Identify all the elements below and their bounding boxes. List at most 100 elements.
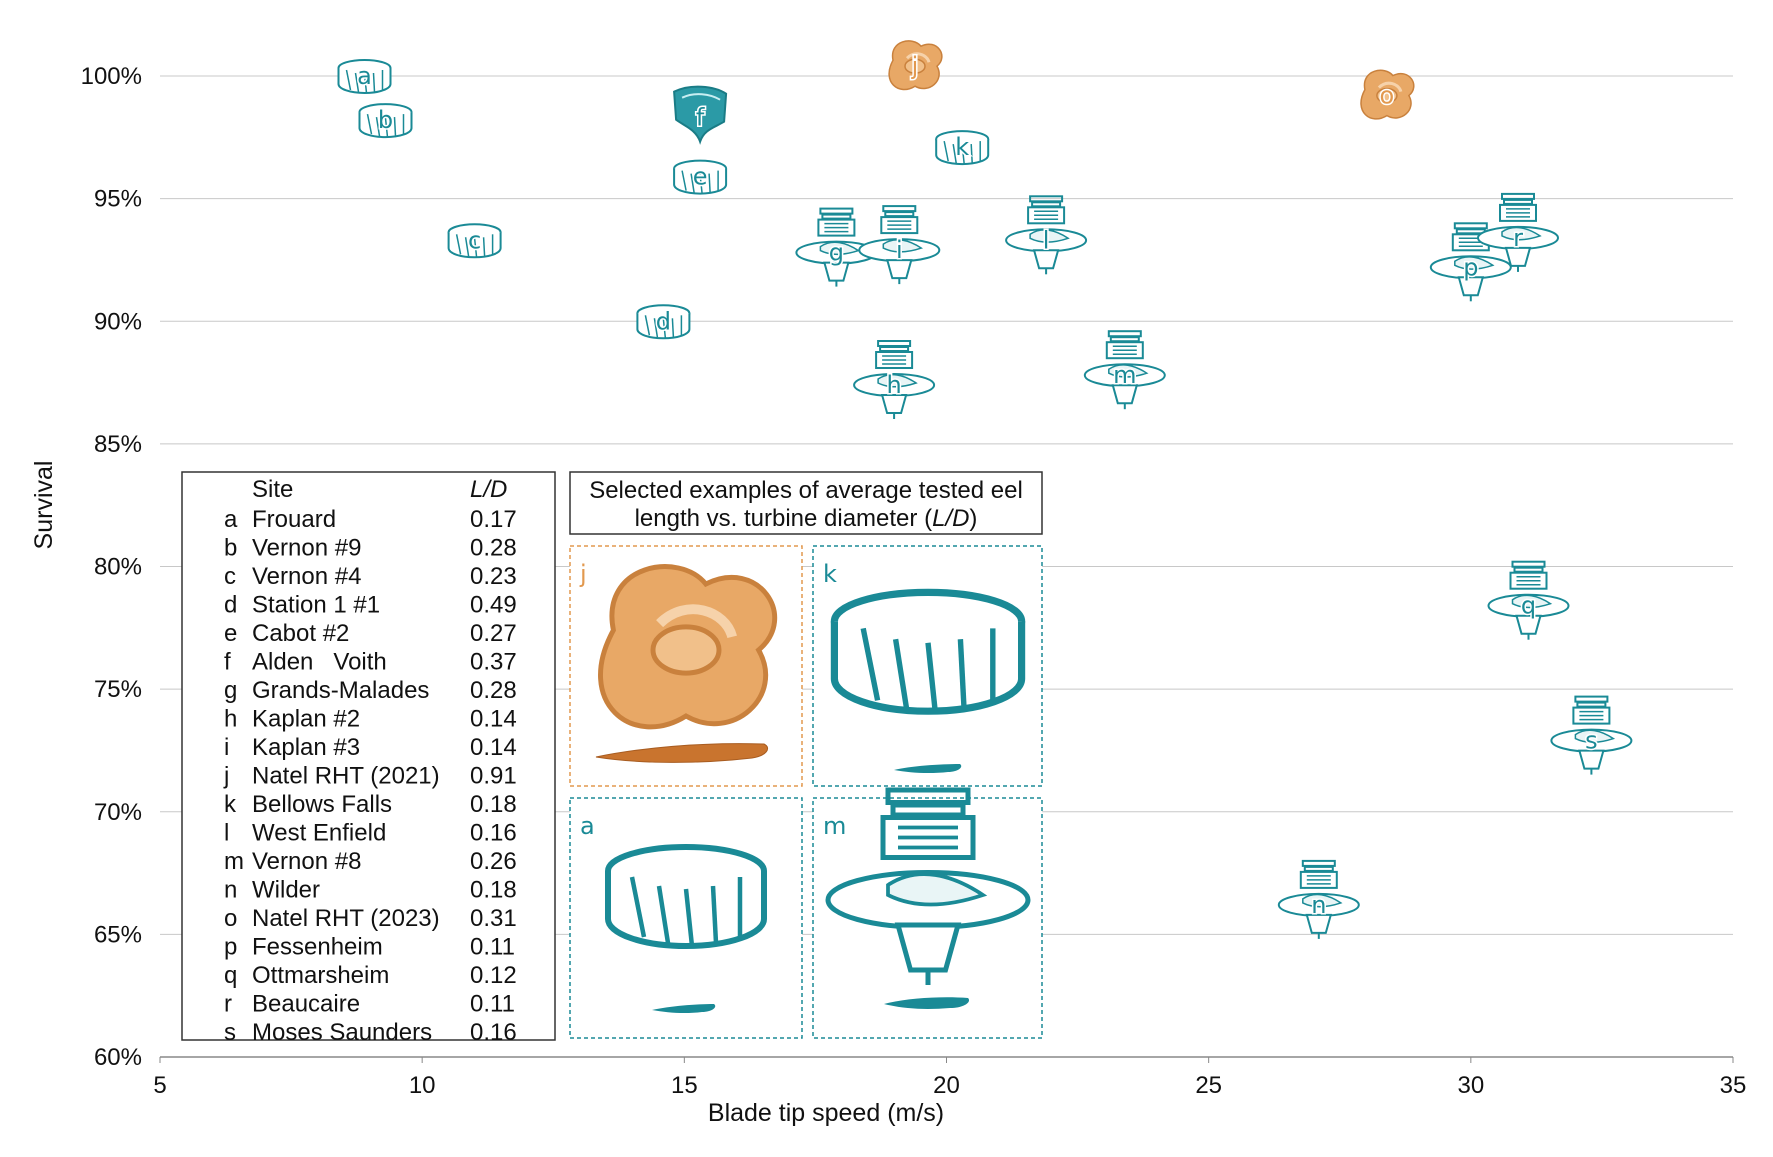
- legend-row: q Ottmarsheim 0.12: [224, 962, 517, 989]
- point-label: a: [357, 62, 372, 90]
- legend-row: o Natel RHT (2023) 0.31: [224, 905, 517, 932]
- legend-row: k Bellows Falls 0.18: [224, 791, 517, 818]
- legend-site: Vernon #4: [252, 563, 361, 590]
- legend-ld: 0.16: [470, 1019, 517, 1046]
- x-tick-label: 30: [1457, 1072, 1484, 1099]
- y-tick-label: 85%: [94, 431, 142, 458]
- legend-letter: b: [224, 535, 237, 562]
- data-point-p: p: [1429, 222, 1512, 303]
- site-legend: Site L/D a Frouard 0.17 b Vernon #9 0.28 c Vern…: [181, 471, 556, 1046]
- point-label: f: [696, 104, 705, 132]
- x-tick-label: 5: [153, 1072, 166, 1099]
- point-label: l: [1043, 226, 1050, 254]
- legend-row: s Moses Saunders 0.16: [224, 1019, 517, 1046]
- legend-ld: 0.91: [470, 763, 517, 790]
- x-axis-ticks: 5 10 15 20 25 30 35: [153, 1057, 1746, 1099]
- data-point-l: l: [1005, 195, 1088, 276]
- legend-frame: [181, 471, 556, 1041]
- data-point-h: h: [853, 340, 936, 420]
- legend-ld: 0.27: [470, 620, 517, 647]
- point-label: k: [955, 133, 969, 161]
- data-point-e: e: [673, 159, 728, 195]
- data-point-k: k: [935, 130, 990, 166]
- data-point-r: r: [1477, 192, 1559, 273]
- legend-ld: 0.14: [470, 706, 517, 733]
- data-point-n: n: [1277, 859, 1360, 940]
- data-point-o: o: [1359, 68, 1416, 121]
- inset-examples: Selected examples of average tested eel …: [569, 471, 1043, 1039]
- legend-ld: 0.14: [470, 734, 517, 761]
- legend-site: Natel RHT (2023): [252, 905, 440, 932]
- inset-title-line2-prefix: length vs. turbine diameter (: [635, 505, 932, 532]
- data-point-j: j: [887, 39, 944, 91]
- inset-panel-k: k: [812, 545, 1043, 787]
- point-label: o: [1380, 82, 1395, 110]
- legend-ld: 0.18: [470, 791, 517, 818]
- legend-letter: o: [224, 905, 237, 932]
- legend-letter: c: [224, 563, 236, 590]
- legend-site: Wilder: [252, 877, 320, 904]
- data-point-m: m: [1083, 330, 1166, 411]
- point-label: r: [1513, 224, 1523, 252]
- legend-site: Beaucaire: [252, 991, 360, 1018]
- legend-site: Vernon #9: [252, 535, 361, 562]
- inset-panel-letter-m: m: [823, 812, 846, 840]
- legend-letter: d: [224, 592, 237, 619]
- legend-letter: n: [224, 877, 237, 904]
- legend-site: Vernon #8: [252, 848, 361, 875]
- point-label: e: [693, 163, 708, 191]
- inset-title-line2-suffix: ): [969, 505, 977, 532]
- legend-site: Moses Saunders: [252, 1019, 432, 1046]
- legend-site: Station 1 #1: [252, 592, 380, 619]
- x-tick-label: 25: [1195, 1072, 1222, 1099]
- point-label: j: [911, 52, 919, 80]
- point-label: d: [656, 307, 671, 335]
- x-tick-label: 35: [1720, 1072, 1747, 1099]
- inset-panel-letter-j: j: [579, 560, 587, 588]
- point-label: q: [1521, 592, 1536, 620]
- legend-letter: j: [223, 763, 229, 790]
- x-tick-label: 15: [671, 1072, 698, 1099]
- inset-title-line2-em: L/D: [932, 505, 969, 532]
- point-label: p: [1463, 253, 1478, 281]
- legend-letter: h: [224, 706, 237, 733]
- francis-runner-icon: [834, 592, 1021, 711]
- point-label: g: [829, 239, 844, 267]
- legend-row: n Wilder 0.18: [224, 877, 517, 904]
- legend-row: j Natel RHT (2021) 0.91: [223, 763, 517, 790]
- data-point-a: a: [337, 59, 392, 94]
- legend-site: Bellows Falls: [252, 791, 392, 818]
- legend-ld: 0.23: [470, 563, 517, 590]
- legend-row: m Vernon #8 0.26: [224, 848, 517, 875]
- data-point-b: b: [358, 103, 413, 139]
- legend-ld: 0.37: [470, 649, 517, 676]
- legend-ld: 0.28: [470, 677, 517, 704]
- inset-panel-m: m: [812, 790, 1043, 1039]
- data-point-d: d: [636, 304, 691, 340]
- legend-ld: 0.17: [470, 506, 517, 533]
- y-tick-label: 80%: [94, 554, 142, 581]
- y-tick-label: 95%: [94, 186, 142, 213]
- legend-row: d Station 1 #1 0.49: [224, 592, 517, 619]
- data-point-g: g: [795, 207, 878, 288]
- legend-ld: 0.12: [470, 962, 517, 989]
- rht-runner-icon: [601, 567, 775, 727]
- eel-silhouette: [884, 997, 970, 1009]
- data-point-c: c: [447, 223, 502, 259]
- legend-site: Kaplan #2: [252, 706, 360, 733]
- legend-row: l West Enfield 0.16: [224, 820, 517, 847]
- legend-ld: 0.28: [470, 535, 517, 562]
- legend-ld: 0.16: [470, 820, 517, 847]
- legend-row: i Kaplan #3 0.14: [224, 734, 517, 761]
- legend-letter: a: [224, 506, 238, 533]
- legend-site: Ottmarsheim: [252, 962, 389, 989]
- x-tick-label: 20: [933, 1072, 960, 1099]
- francis-runner-icon: [608, 847, 764, 946]
- inset-panel-j: j: [569, 545, 803, 787]
- legend-letter: s: [224, 1019, 236, 1046]
- legend-ld: 0.49: [470, 592, 517, 619]
- data-point-q: q: [1487, 560, 1570, 641]
- data-point-f: f: [673, 85, 728, 143]
